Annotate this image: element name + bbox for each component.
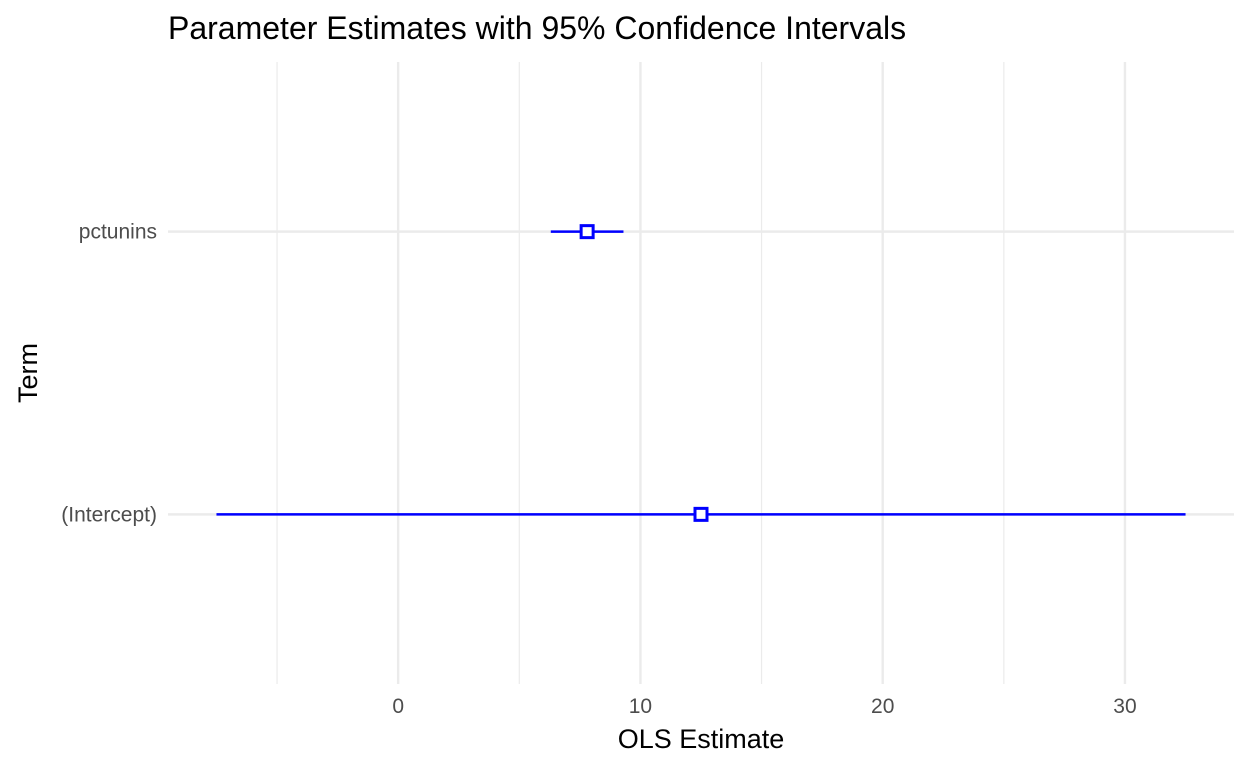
x-axis-title: OLS Estimate: [618, 724, 785, 754]
y-axis-tick-labels: (Intercept) pctunins: [61, 221, 157, 527]
y-tick-label: (Intercept): [61, 503, 157, 526]
x-tick-label: 10: [629, 695, 652, 718]
estimate-point: [693, 506, 709, 522]
chart-title: Parameter Estimates with 95% Confidence …: [168, 10, 906, 46]
y-tick-label: pctunins: [79, 221, 157, 244]
grid-lines: [168, 62, 1234, 684]
y-axis-title: Term: [13, 343, 43, 403]
estimate-point: [579, 224, 595, 240]
x-axis-tick-labels: 0 10 20 30: [392, 695, 1136, 718]
estimate-marks: [216, 224, 1186, 522]
x-tick-label: 0: [392, 695, 404, 718]
x-tick-label: 30: [1113, 695, 1136, 718]
x-tick-label: 20: [871, 695, 894, 718]
